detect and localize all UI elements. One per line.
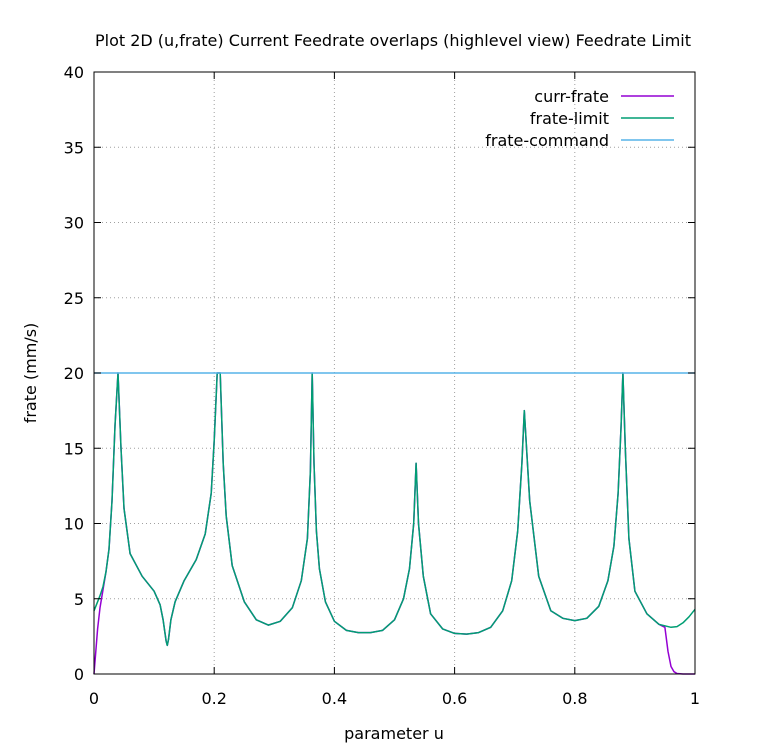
legend-label: frate-limit	[530, 109, 609, 128]
series-line-frate-limit	[93, 372, 696, 647]
y-tick-label: 15	[64, 439, 84, 458]
y-tick-label: 5	[74, 590, 84, 609]
axis-ticks: 0 5 10 15 20 25 30 35 40 0 0.2 0.4 0.6 0.8 1	[64, 63, 700, 708]
series-group	[93, 372, 696, 675]
y-tick-label: 35	[64, 138, 84, 157]
x-tick-label: 0.6	[442, 689, 467, 708]
legend-label: frate-command	[485, 131, 609, 150]
x-tick-label: 0.8	[562, 689, 587, 708]
y-tick-label: 0	[74, 665, 84, 684]
chart-title: Plot 2D (u,frate) Current Feedrate overl…	[95, 31, 691, 50]
y-tick-label: 40	[64, 63, 84, 82]
y-axis-label: frate (mm/s)	[21, 323, 40, 424]
x-tick-label: 0	[89, 689, 99, 708]
y-tick-label: 25	[64, 289, 84, 308]
y-tick-label: 20	[64, 364, 84, 383]
legend: curr-frate frate-limit frate-command	[485, 87, 674, 150]
x-axis-label: parameter u	[344, 724, 444, 743]
x-tick-label: 0.2	[201, 689, 226, 708]
y-tick-label: 30	[64, 214, 84, 233]
x-tick-label: 1	[690, 689, 700, 708]
legend-label: curr-frate	[534, 87, 609, 106]
x-tick-label: 0.4	[322, 689, 347, 708]
y-tick-label: 10	[64, 515, 84, 534]
